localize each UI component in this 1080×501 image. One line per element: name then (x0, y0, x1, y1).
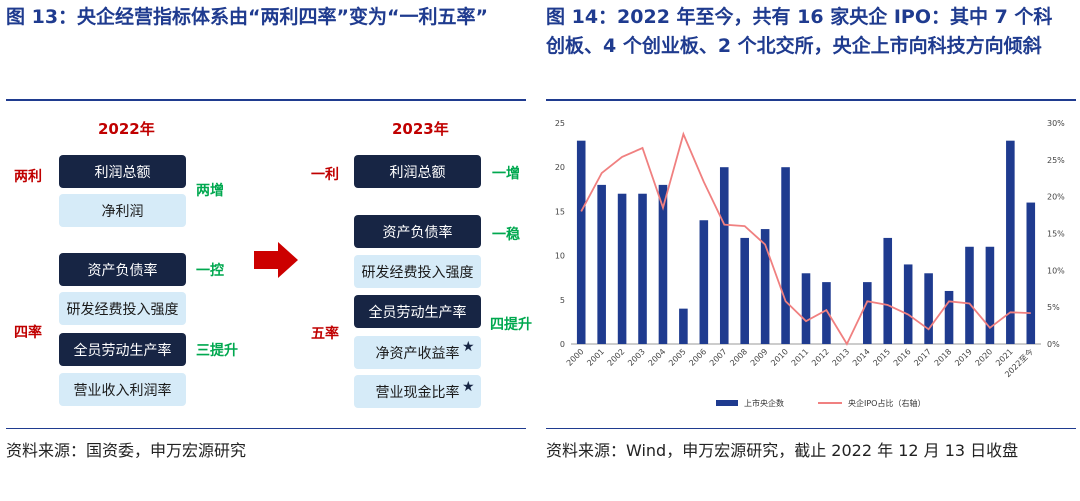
y-left-tick-label: 25 (555, 119, 565, 128)
right-source-note: 资料来源：Wind，申万宏源研究，截止 2022 年 12 月 13 日收盘 (546, 441, 1019, 460)
year-2023-label: 2023年 (392, 120, 449, 138)
y-right-tick-label: 30% (1047, 119, 1065, 128)
box-2023-debt-ratio: 资产负债率 (354, 215, 481, 248)
right-bottom-rule (546, 428, 1076, 429)
legend-label: 央企IPO占比（右轴） (848, 398, 925, 408)
y-left-tick-label: 0 (560, 340, 565, 349)
x-tick-label: 2008 (728, 347, 749, 368)
bar (822, 282, 831, 344)
left-bottom-rule (6, 428, 526, 429)
bar (699, 220, 709, 344)
tag-2022-two-increase: 两增 (196, 183, 224, 199)
tag-2023-four-improve: 四提升 (490, 317, 532, 333)
right-figure-title: 图 14：2022 年至今，共有 16 家央企 IPO：其中 7 个科创板、4 … (546, 6, 1053, 57)
box-2022-debt-ratio: 资产负债率 (59, 253, 186, 286)
x-tick-label: 2017 (912, 347, 933, 368)
tag-2022-three-improve: 三提升 (196, 343, 238, 359)
tag-2022-one-control: 一控 (196, 263, 224, 279)
y-right-tick-label: 15% (1047, 230, 1065, 239)
group-2023-top: 一利 (311, 167, 339, 183)
tag-2023-one-stable: 一稳 (492, 227, 520, 243)
legend-bar-swatch (716, 400, 738, 406)
x-tick-label: 2010 (769, 347, 790, 368)
left-figure-title: 图 13：央企经营指标体系由“两利四率”变为“一利五率” (6, 6, 489, 28)
bar (801, 273, 811, 344)
bar (576, 140, 586, 344)
bar (903, 264, 913, 344)
box-2022-net-profit: 净利润 (59, 194, 186, 227)
left-title-rule (6, 99, 526, 101)
box-2023-labor-productivity: 全员劳动生产率 (354, 295, 481, 328)
bar (740, 237, 749, 344)
box-2023-profit-total: 利润总额 (354, 155, 481, 188)
y-left-tick-label: 20 (555, 163, 565, 172)
x-tick-label: 2000 (565, 347, 586, 368)
legend-label: 上市央企数 (744, 398, 784, 408)
x-tick-label: 2015 (871, 347, 892, 368)
right-arrow-icon (254, 242, 298, 278)
right-title-rule (546, 99, 1076, 101)
bar (863, 282, 872, 344)
x-tick-label: 2003 (626, 347, 647, 368)
box-2022-profit-total: 利润总额 (59, 155, 186, 188)
x-tick-label: 2007 (708, 347, 729, 368)
y-right-tick-label: 20% (1047, 193, 1065, 202)
star-icon: ★ (462, 339, 475, 355)
bar (985, 246, 995, 344)
bar (617, 193, 627, 344)
bar (944, 290, 954, 344)
y-right-tick-label: 25% (1047, 156, 1065, 165)
x-tick-label: 2012 (810, 347, 831, 368)
box-2022-labor-productivity: 全员劳动生产率 (59, 333, 186, 366)
group-2022-top: 两利 (14, 169, 42, 185)
x-tick-label: 2011 (790, 347, 811, 368)
y-left-tick-label: 5 (560, 296, 565, 305)
x-tick-label: 2005 (667, 347, 688, 368)
y-left-tick-label: 10 (555, 252, 565, 261)
left-source-note: 资料来源：国资委，申万宏源研究 (6, 441, 247, 460)
bar (924, 273, 933, 344)
box-2023-roe: 净资产收益率 (354, 336, 481, 369)
bar (679, 308, 688, 344)
x-tick-label: 2004 (647, 347, 668, 368)
bar (965, 246, 974, 344)
x-tick-label: 2014 (851, 347, 872, 368)
y-right-tick-label: 5% (1047, 303, 1060, 312)
box-2023-rnd-intensity: 研发经费投入强度 (354, 255, 481, 288)
x-tick-label: 2006 (687, 347, 708, 368)
group-2023-bottom: 五率 (311, 326, 339, 342)
x-tick-label: 2019 (953, 347, 974, 368)
x-tick-label: 2020 (974, 347, 995, 368)
star-icon: ★ (462, 379, 475, 395)
x-tick-label: 2001 (585, 347, 606, 368)
y-right-tick-label: 10% (1047, 266, 1065, 275)
tag-2023-one-increase: 一增 (492, 166, 520, 182)
x-tick-label: 2016 (892, 347, 913, 368)
x-tick-label: 2018 (933, 347, 954, 368)
x-tick-label: 2013 (831, 347, 852, 368)
bar (597, 184, 606, 344)
box-2022-revenue-margin: 营业收入利润率 (59, 373, 186, 406)
group-2022-bottom: 四率 (14, 325, 42, 341)
box-2023-cash-ratio: 营业现金比率 (354, 375, 481, 408)
bar (781, 167, 790, 344)
bar (760, 229, 770, 344)
x-tick-label: 2009 (749, 347, 770, 368)
year-2022-label: 2022年 (98, 120, 155, 138)
bar (658, 184, 668, 344)
bar (1006, 140, 1015, 344)
box-2022-rnd-intensity: 研发经费投入强度 (59, 292, 186, 325)
bar (883, 237, 893, 344)
bar (719, 167, 729, 344)
y-right-tick-label: 0% (1047, 340, 1060, 349)
bar (1026, 202, 1036, 344)
x-tick-label: 2002 (606, 347, 627, 368)
bar (638, 193, 647, 344)
ipo-share-line (580, 131, 1031, 346)
y-left-tick-label: 15 (555, 207, 565, 216)
